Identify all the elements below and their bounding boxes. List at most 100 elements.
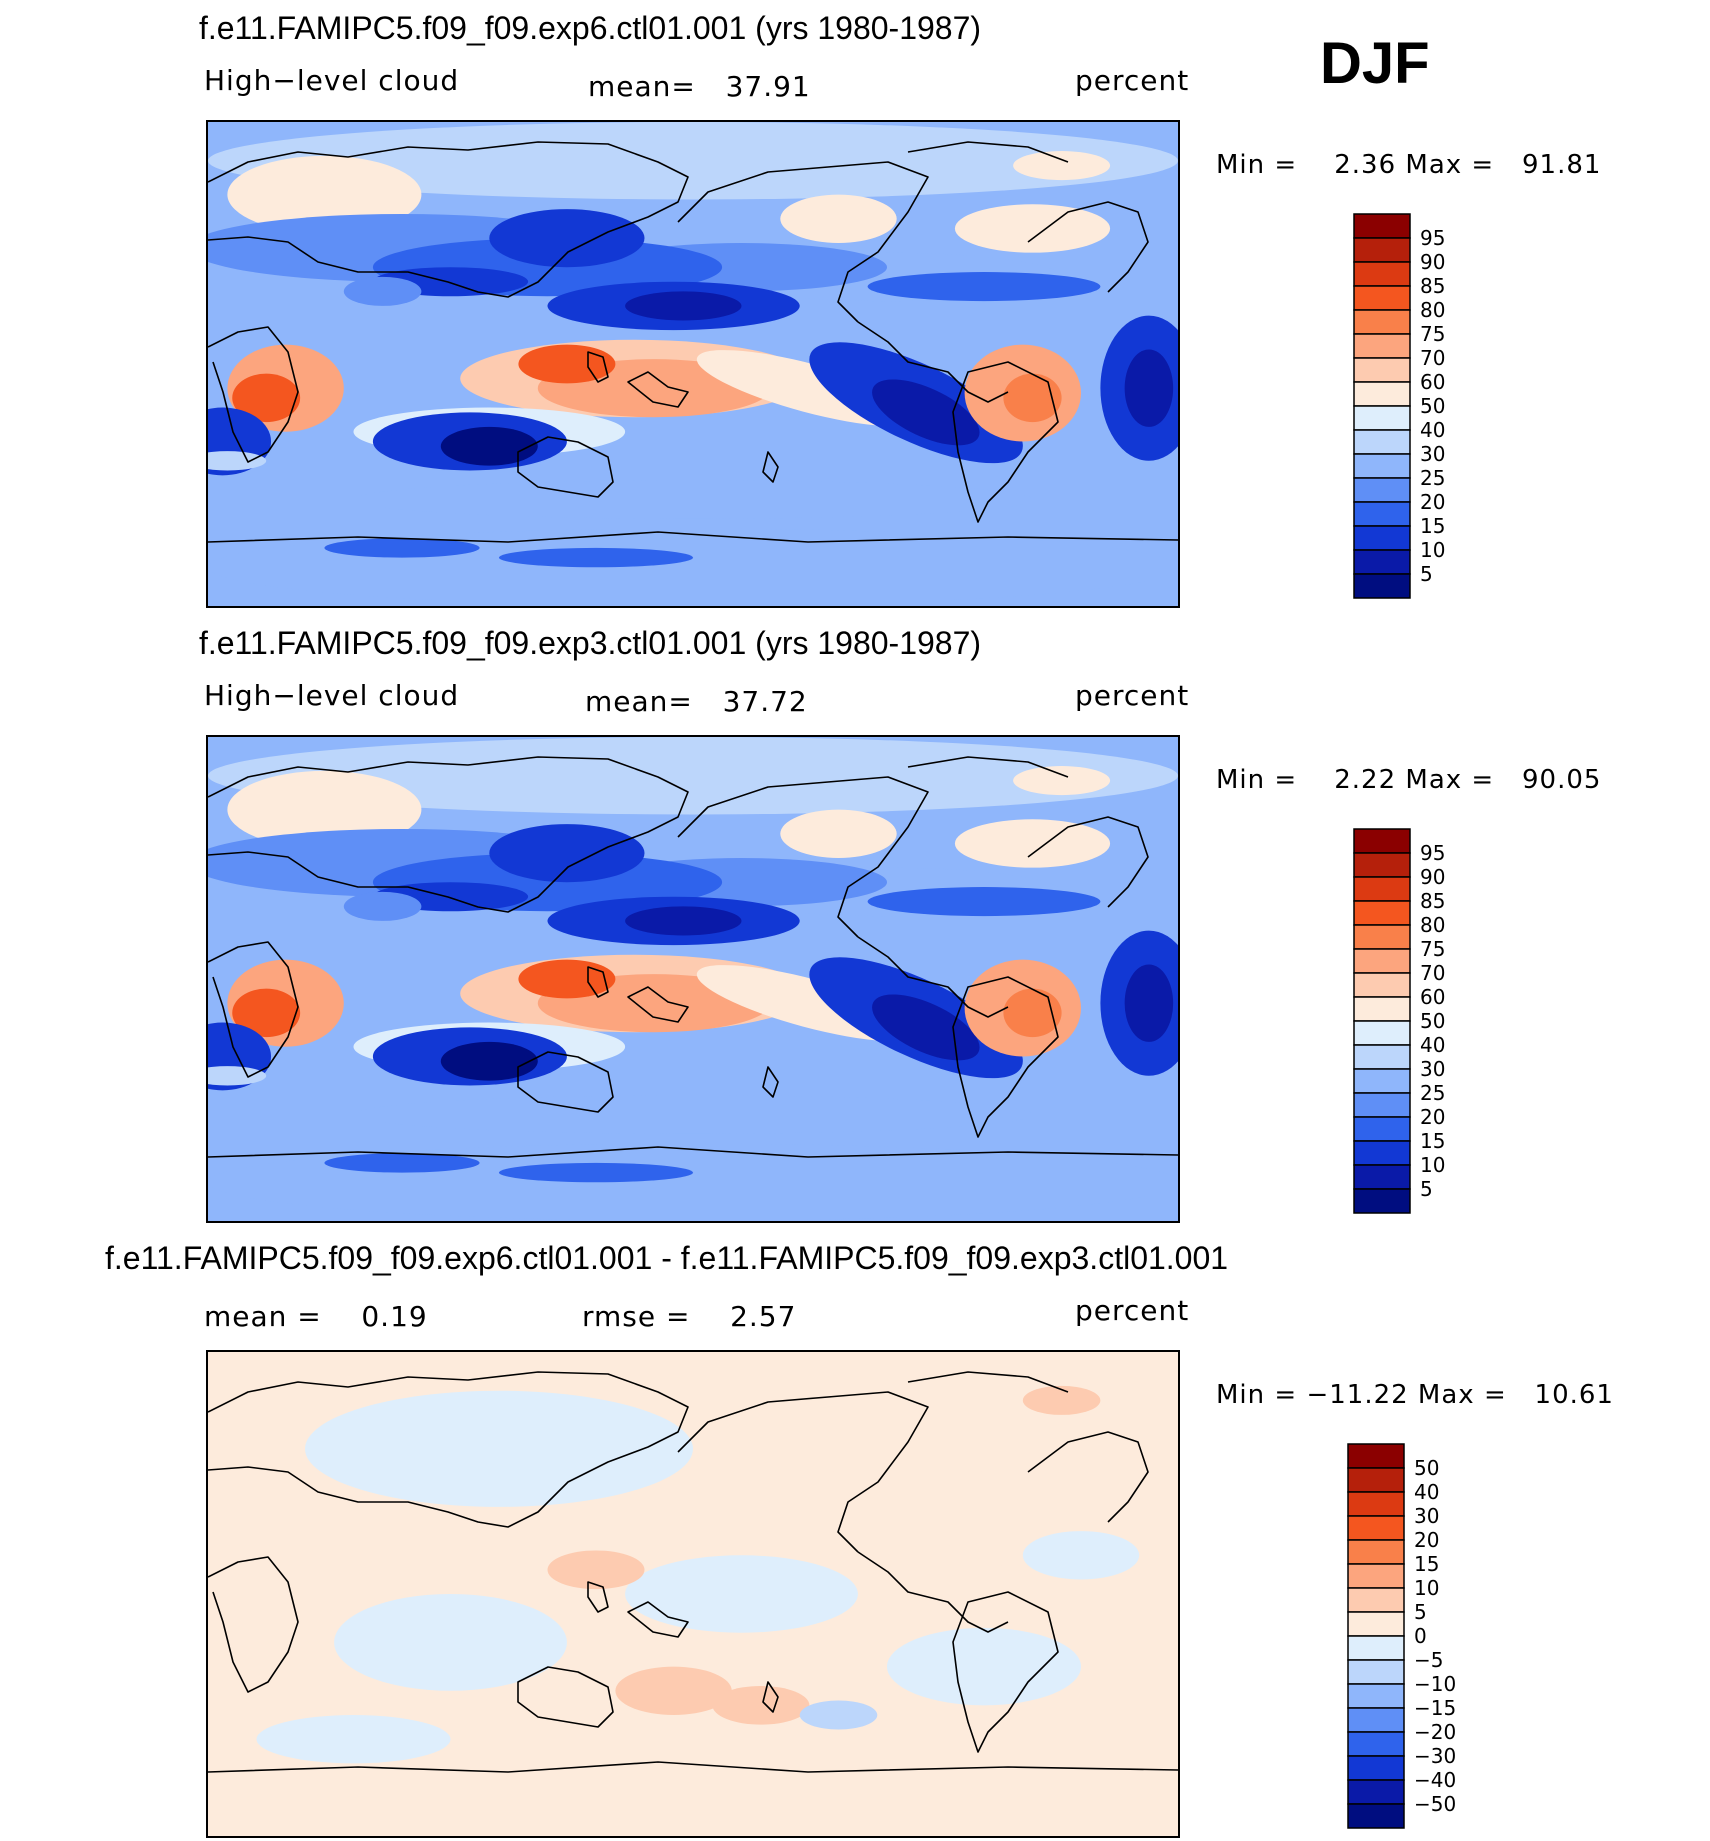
panel1-colorbar-label-14: 5: [1420, 562, 1433, 586]
panel1-colorbar-box-5: [1353, 333, 1411, 359]
panel1-colorbar-box-6: [1353, 357, 1411, 383]
panel1-field-region-35: [208, 451, 267, 471]
panel3-colorbar: 50 40 30 20 15 10 5 0 −5 −10 −15 −20 −30 −40 −50: [1347, 1443, 1508, 1830]
panel1-colorbar-box-1: [1353, 237, 1411, 263]
panel2-colorbar-box-5: [1353, 948, 1411, 974]
panel3-coastline-2: [517, 1666, 614, 1728]
panel2-mean: mean= 37.72: [585, 685, 808, 718]
panel3-coastline-8: [208, 1761, 1178, 1773]
panel2-field-region-1: [208, 1143, 1178, 1221]
panel2-coastline-1: [208, 941, 299, 1078]
panel2-field-region-20: [440, 1041, 538, 1081]
panel2-colorbar-label-2: 85: [1420, 889, 1445, 913]
panel3-field-region-0: [305, 1390, 693, 1507]
panel1-field-region-30: [499, 547, 693, 568]
panel2-field-region-10: [625, 906, 742, 936]
panel2-minmax: Min = 2.22 Max = 90.05: [1216, 765, 1602, 795]
panel1-colorbar-box-4: [1353, 309, 1411, 335]
panel2-colorbar-box-1: [1353, 852, 1411, 878]
panel1-colorbar-label-9: 30: [1420, 442, 1445, 466]
panel2-field-region-11: [343, 891, 422, 921]
panel3-rmse: rmse = 2.57: [582, 1300, 797, 1333]
panel3-field-region-4: [615, 1666, 732, 1715]
panel1-colorbar-label-6: 60: [1420, 370, 1445, 394]
panel2-colorbar-box-14: [1353, 1164, 1411, 1190]
panel3-field-region-8: [1022, 1531, 1140, 1580]
panel2-field-region-33: [780, 809, 897, 858]
panel2-colorbar-label-13: 10: [1420, 1153, 1445, 1177]
panel1-field-region-25: [1003, 373, 1062, 423]
panel1-colorbar-box-13: [1353, 525, 1411, 551]
panel2-colorbar: 95 90 85 80 75 70 60 50 40 30 25 20 15 10 5: [1353, 828, 1504, 1215]
panel2-coastline-9: [627, 986, 689, 1023]
panel3-map: [206, 1350, 1180, 1838]
panel2-units: percent: [1075, 679, 1190, 712]
panel2-colorbar-label-5: 70: [1420, 961, 1445, 985]
panel2-colorbar-label-6: 60: [1420, 985, 1445, 1009]
panel3-colorbar-box-10: [1347, 1683, 1405, 1709]
panel2-colorbar-box-0: [1353, 828, 1411, 854]
panel2-colorbar-box-3: [1353, 900, 1411, 926]
panel1-colorbar-label-0: 95: [1420, 226, 1445, 250]
panel1-colorbar-label-2: 85: [1420, 274, 1445, 298]
panel1-title: f.e11.FAMIPC5.f09_f09.exp6.ctl01.001 (yr…: [198, 10, 982, 46]
panel1-coastline-7: [907, 141, 1069, 163]
panel2-coastline-5: [952, 976, 1059, 1138]
panel3-colorbar-label-0: 50: [1414, 1456, 1439, 1480]
panel3-mean: mean = 0.19: [204, 1300, 428, 1333]
panel1-colorbar-box-9: [1353, 429, 1411, 455]
panel3-colorbar-label-14: −50: [1414, 1792, 1456, 1816]
panel3-colorbar-label-12: −30: [1414, 1744, 1456, 1768]
panel1-field-region-0: [208, 122, 1178, 200]
panel2-colorbar-label-0: 95: [1420, 841, 1445, 865]
panel2-colorbar-box-9: [1353, 1044, 1411, 1070]
panel2-coastline-0: [208, 756, 689, 913]
panel3-coastline-9: [627, 1601, 689, 1638]
panel3-colorbar-box-8: [1347, 1635, 1405, 1661]
panel1-colorbar-box-14: [1353, 549, 1411, 575]
panel1-coastline-8: [208, 531, 1178, 543]
panel3-field-region-2: [625, 1555, 858, 1633]
panel3-colorbar-box-3: [1347, 1515, 1405, 1541]
panel2-title: f.e11.FAMIPC5.f09_f09.exp3.ctl01.001 (yr…: [198, 625, 982, 661]
panel1-field-region-10: [625, 291, 742, 321]
panel3-colorbar-label-2: 30: [1414, 1504, 1439, 1528]
panel2-coastline-8: [208, 1146, 1178, 1158]
panel2-field-region-35: [208, 1066, 267, 1086]
panel1-colorbar-box-2: [1353, 261, 1411, 287]
panel3-title: f.e11.FAMIPC5.f09_f09.exp6.ctl01.001 - f…: [105, 1240, 1229, 1276]
panel1-coastline-0: [208, 141, 689, 298]
panel2-colorbar-label-8: 40: [1420, 1033, 1445, 1057]
panel3-field-region-11: [644, 1758, 936, 1798]
panel3-coastline-11: [762, 1681, 779, 1713]
panel3-colorbar-label-10: −15: [1414, 1696, 1456, 1720]
panel2-field-region-31: [867, 887, 1101, 917]
panel2-colorbar-label-12: 15: [1420, 1129, 1445, 1153]
panel3-coastline-1: [208, 1556, 299, 1693]
panel1-map: [206, 120, 1180, 608]
panel3-colorbar-label-1: 40: [1414, 1480, 1439, 1504]
panel2-field-region-27: [1124, 964, 1174, 1042]
panel2-field-region-34: [1013, 766, 1111, 796]
panel3-colorbar-label-13: −40: [1414, 1768, 1456, 1792]
panel2-field-region-30: [499, 1162, 693, 1183]
panel3-colorbar-box-12: [1347, 1731, 1405, 1757]
panel1-field-region-23: [872, 379, 980, 446]
panel3-field-region-1: [760, 1463, 1052, 1580]
panel2-map: [206, 735, 1180, 1223]
panel3-field-region-7: [1022, 1385, 1101, 1415]
panel1-colorbar-label-1: 90: [1420, 250, 1445, 274]
panel2-coastline-7: [907, 756, 1069, 778]
panel2-colorbar-box-12: [1353, 1116, 1411, 1142]
panel3-colorbar-label-9: −10: [1414, 1672, 1456, 1696]
panel3-colorbar-box-9: [1347, 1659, 1405, 1685]
panel3-colorbar-label-11: −20: [1414, 1720, 1456, 1744]
panel2-colorbar-label-9: 30: [1420, 1057, 1445, 1081]
panel1-colorbar-box-10: [1353, 453, 1411, 479]
panel3-colorbar-label-7: 0: [1414, 1624, 1427, 1648]
panel3-colorbar-label-4: 15: [1414, 1552, 1439, 1576]
panel3-colorbar-box-6: [1347, 1587, 1405, 1613]
panel3-colorbar-box-4: [1347, 1539, 1405, 1565]
panel1-colorbar-label-4: 75: [1420, 322, 1445, 346]
panel3-field-region-3: [334, 1594, 567, 1691]
